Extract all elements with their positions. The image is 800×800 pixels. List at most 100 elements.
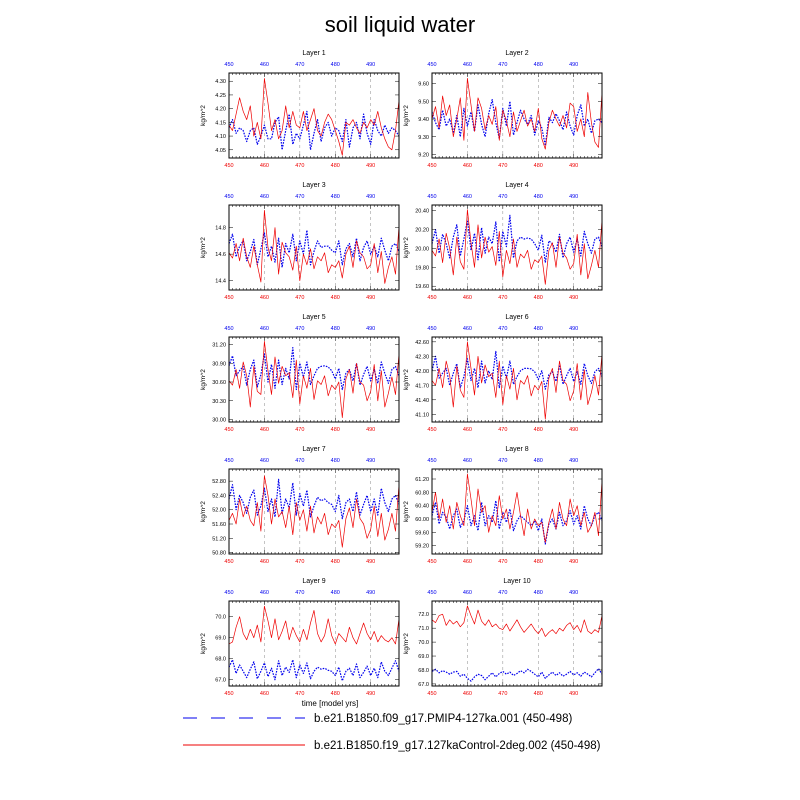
series-line-control: [431, 77, 603, 150]
y-tick-label: 30.60: [212, 380, 226, 386]
x-tick-label-top: 450: [427, 326, 436, 332]
plot-frame: [431, 336, 603, 423]
chart-panel-1: Layer 1 450 450 460 460 470 470 480 480 490 490 4.0…: [200, 50, 400, 169]
x-tick-label: 450: [427, 295, 436, 301]
series-line-control: [228, 605, 400, 645]
x-tick-label: 490: [366, 691, 375, 697]
y-axis-label: kg/m^2: [403, 237, 410, 258]
x-tick-label-top: 490: [366, 326, 375, 332]
y-tick-label: 41.10: [415, 412, 429, 418]
x-tick-label: 480: [331, 427, 340, 433]
panel-title: Layer 8: [505, 446, 528, 453]
x-tick-label: 490: [366, 295, 375, 301]
y-axis-label: kg/m^2: [200, 105, 207, 126]
x-tick-label-top: 470: [498, 590, 507, 596]
x-tick-label: 460: [463, 427, 472, 433]
y-tick-label: 41.70: [415, 383, 429, 389]
y-tick-label: 4.30: [215, 79, 226, 85]
y-tick-label: 60.80: [415, 490, 429, 496]
x-tick-label: 450: [427, 427, 436, 433]
y-tick-label: 30.30: [212, 399, 226, 405]
y-tick-label: 9.40: [418, 117, 429, 123]
y-tick-label: 52.40: [212, 493, 226, 499]
y-tick-label: 4.10: [215, 134, 226, 140]
x-tick-label: 460: [260, 427, 269, 433]
chart-panel-6: Layer 6 450 450 460 460 470 470 480 480 490 490 41.…: [403, 314, 603, 433]
y-tick-label: 42.00: [415, 369, 429, 375]
y-tick-label: 50.80: [212, 551, 226, 557]
x-tick-label-top: 480: [331, 458, 340, 464]
x-tick-label: 450: [427, 691, 436, 697]
legend: b.e21.B1850.f09_g17.PMIP4-127ka.001 (450…: [183, 713, 601, 752]
chart-panel-7: Layer 7 450 450 460 460 470 470 480 480 490 490 50.…: [200, 446, 400, 565]
x-tick-label: 490: [569, 691, 578, 697]
x-tick-label-top: 490: [569, 326, 578, 332]
x-tick-label-top: 490: [569, 194, 578, 200]
x-tick-label: 460: [463, 295, 472, 301]
x-tick-label: 450: [224, 559, 233, 565]
y-tick-label: 51.20: [212, 536, 226, 542]
y-tick-label: 20.40: [415, 209, 429, 215]
series-line-pmip4: [431, 667, 603, 682]
x-tick-label-top: 450: [224, 458, 233, 464]
x-tick-label: 480: [534, 163, 543, 169]
y-tick-label: 30.90: [212, 361, 226, 367]
panel-title: Layer 7: [302, 446, 325, 453]
y-tick-label: 4.20: [215, 107, 226, 113]
series-line-control: [228, 475, 400, 548]
y-tick-label: 31.20: [212, 343, 226, 349]
chart-panel-4: Layer 4 450 450 460 460 470 470 480 480 490 490 19.…: [403, 182, 603, 301]
x-tick-label: 450: [427, 559, 436, 565]
plot-frame: [228, 600, 400, 687]
y-axis-label: kg/m^2: [200, 237, 207, 258]
y-tick-label: 19.80: [415, 265, 429, 271]
x-tick-label-top: 490: [366, 62, 375, 68]
x-tick-label: 480: [534, 691, 543, 697]
x-tick-label: 470: [498, 559, 507, 565]
x-tick-label: 450: [224, 691, 233, 697]
x-tick-label-top: 480: [534, 62, 543, 68]
y-tick-label: 71.0: [418, 626, 429, 632]
panel-title: Layer 3: [302, 182, 325, 189]
x-tick-label: 490: [366, 559, 375, 565]
y-tick-label: 52.00: [212, 508, 226, 514]
plot-frame: [431, 204, 603, 291]
x-tick-label-top: 460: [260, 194, 269, 200]
x-tick-label: 480: [331, 559, 340, 565]
x-tick-label: 460: [463, 691, 472, 697]
x-tick-label-top: 490: [366, 194, 375, 200]
x-tick-label-top: 480: [534, 458, 543, 464]
x-tick-label: 480: [534, 295, 543, 301]
x-tick-label-top: 470: [498, 458, 507, 464]
y-tick-label: 20.20: [415, 228, 429, 234]
series-line-pmip4: [228, 478, 400, 520]
x-tick-label: 470: [295, 559, 304, 565]
y-tick-label: 51.60: [212, 522, 226, 528]
chart-panel-2: Layer 2 450 450 460 460 470 470 480 480 490 490 9.2…: [403, 50, 603, 169]
series-line-control: [228, 209, 400, 284]
x-tick-label: 490: [366, 163, 375, 169]
x-tick-label: 470: [295, 427, 304, 433]
x-tick-label-top: 470: [498, 62, 507, 68]
y-tick-label: 70.0: [418, 640, 429, 646]
y-tick-label: 4.25: [215, 93, 226, 99]
x-tick-label-top: 480: [331, 62, 340, 68]
panel-grid: Layer 1 450 450 460 460 470 470 480 480 490 490 4.0…: [200, 50, 603, 697]
legend-label-1: b.e21.B1850.f09_g17.PMIP4-127ka.001 (450…: [314, 713, 572, 725]
y-tick-label: 52.80: [212, 479, 226, 485]
y-axis-label: kg/m^2: [200, 633, 207, 654]
y-tick-label: 67.0: [418, 682, 429, 688]
series-line-pmip4: [228, 659, 400, 682]
panel-title: Layer 1: [302, 50, 325, 57]
x-tick-label-top: 490: [569, 62, 578, 68]
panel-title: Layer 4: [505, 182, 528, 189]
x-tick-label: 470: [295, 691, 304, 697]
x-tick-label-top: 460: [463, 194, 472, 200]
y-axis-label: kg/m^2: [403, 501, 410, 522]
x-tick-label-top: 490: [569, 590, 578, 596]
x-tick-label-top: 450: [427, 458, 436, 464]
series-line-control: [228, 78, 400, 156]
y-tick-label: 9.20: [418, 152, 429, 158]
x-tick-label-top: 470: [295, 326, 304, 332]
legend-label-2: b.e21.B1850.f19_g17.127kaControl-2deg.00…: [314, 740, 601, 752]
